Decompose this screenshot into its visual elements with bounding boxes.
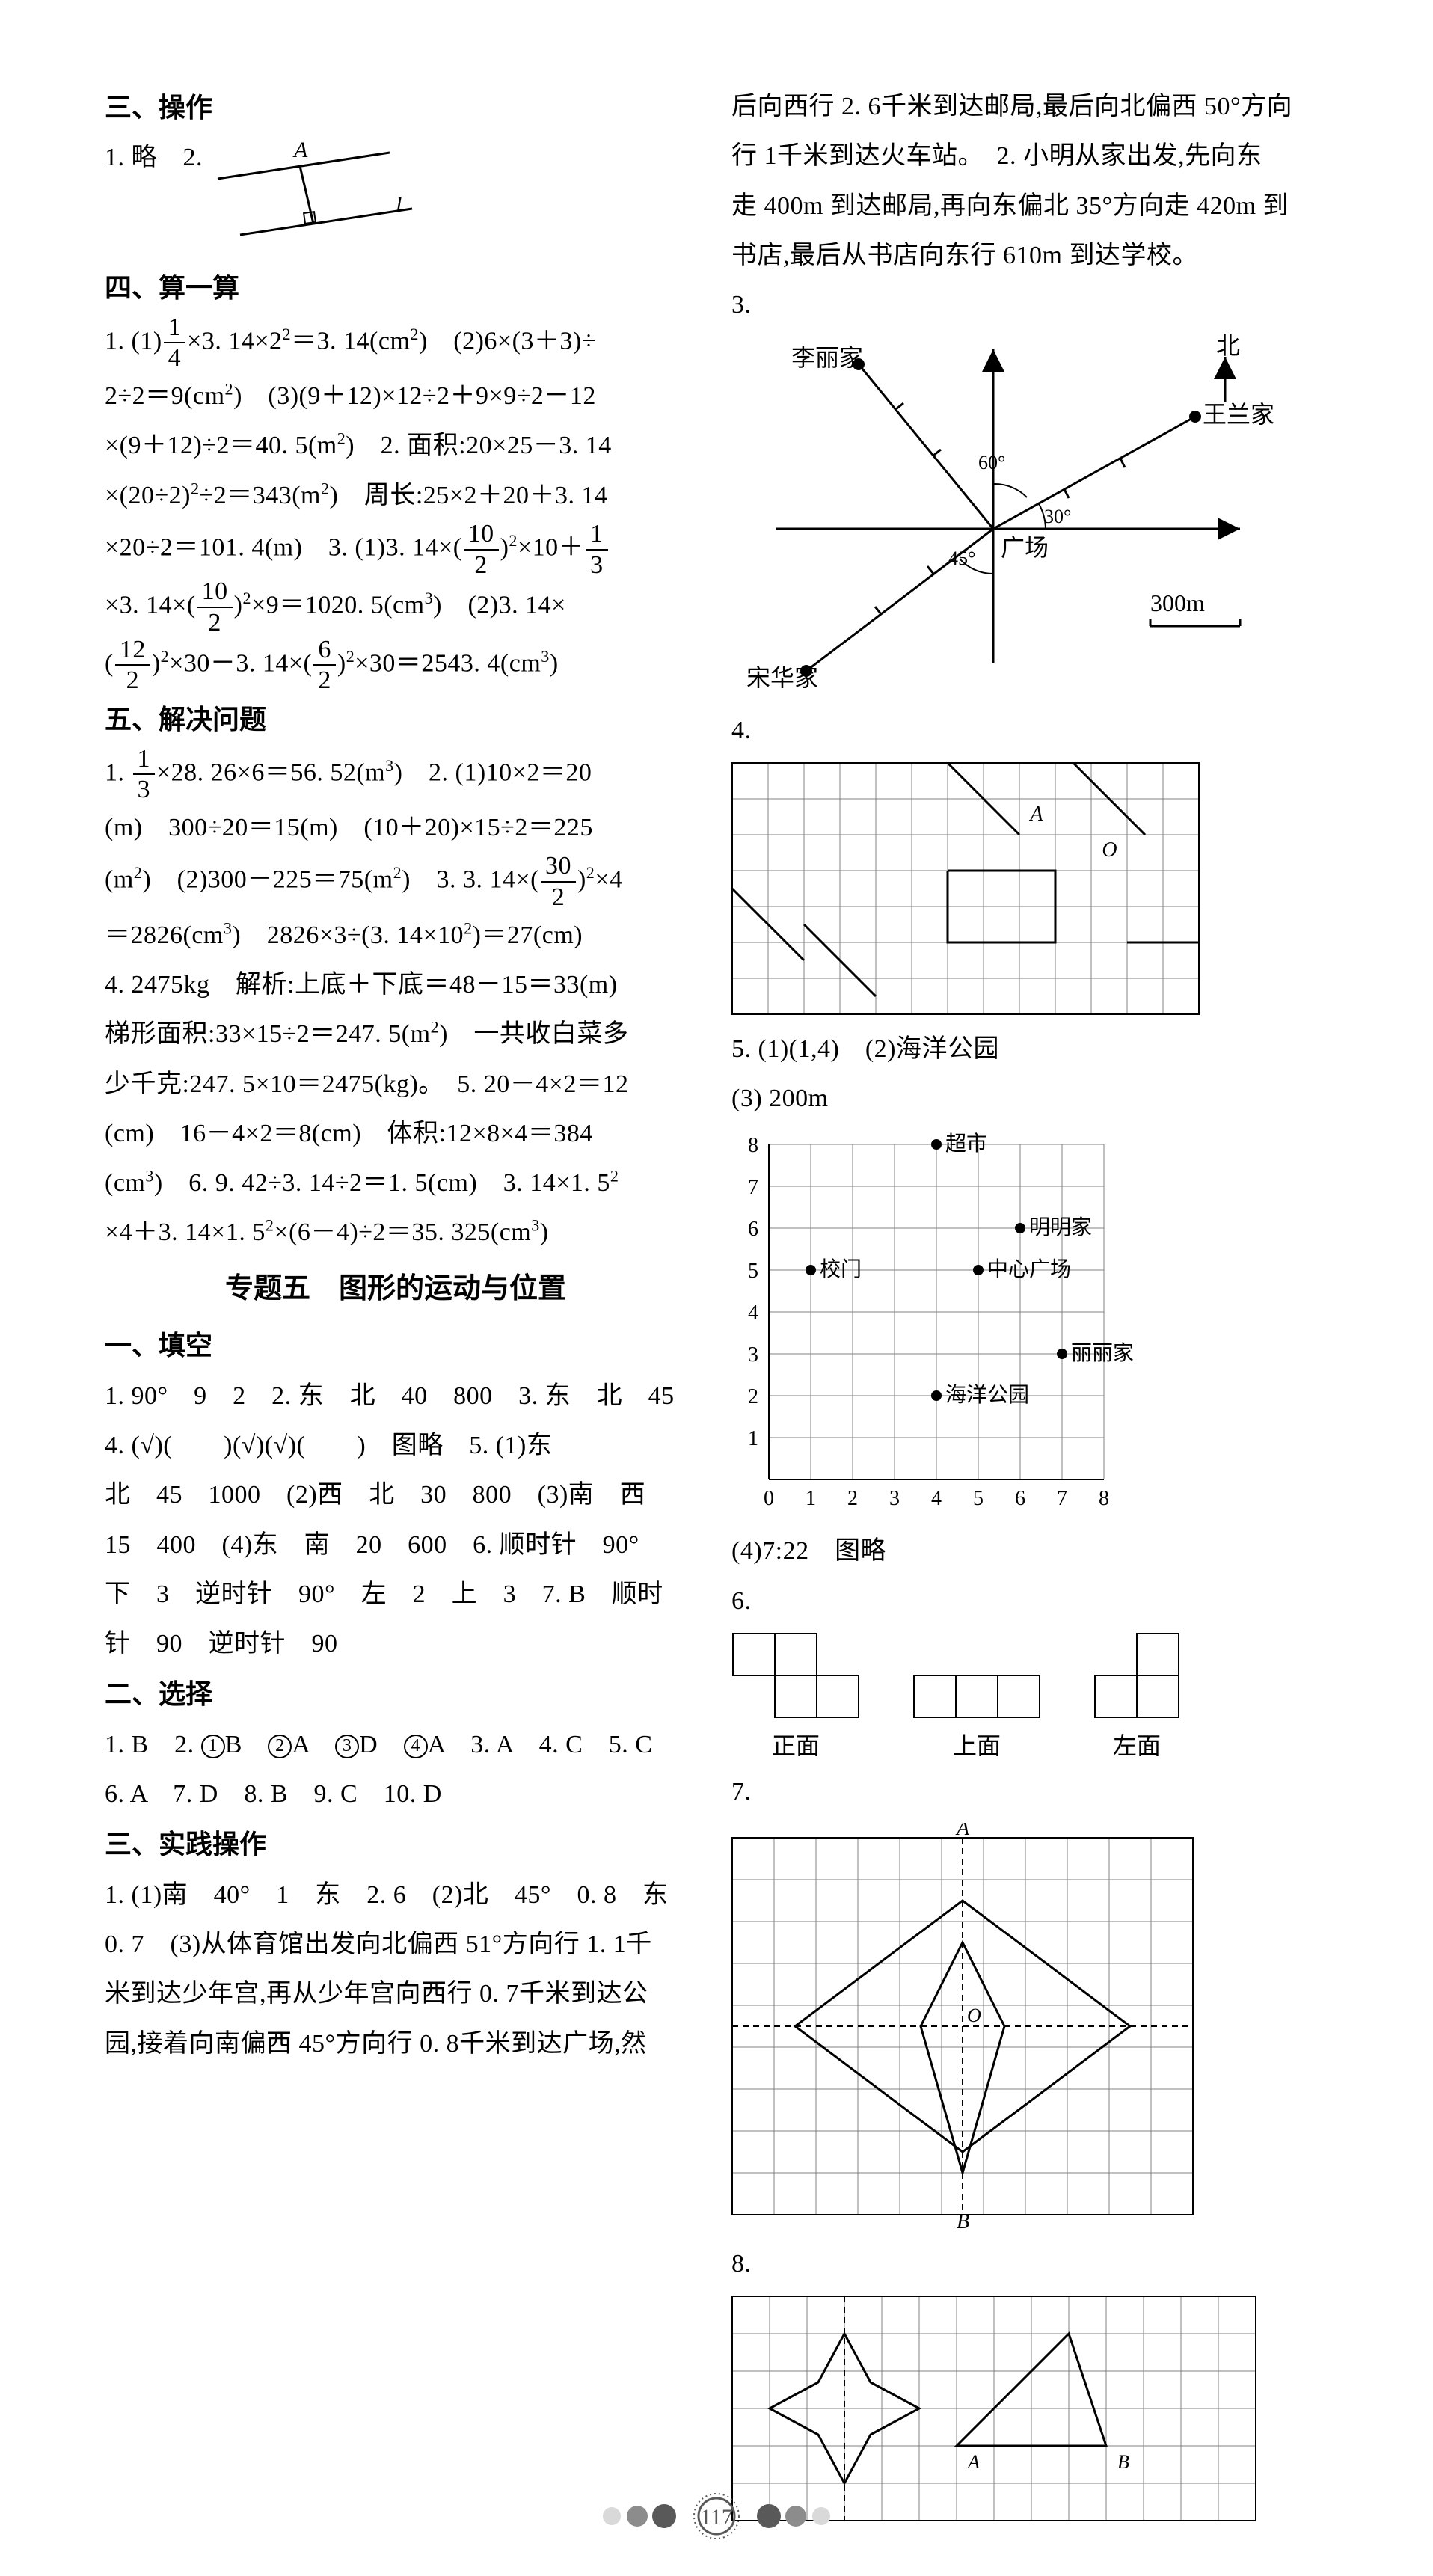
symmetry-grid-7: A B O bbox=[731, 1823, 1328, 2233]
q8-label: 8. bbox=[731, 2239, 1328, 2289]
section-5-body: 1. 13×28. 26×6＝56. 52(m3) 2. (1)10×2＝20(… bbox=[105, 746, 687, 1258]
svg-text:广场: 广场 bbox=[1001, 534, 1049, 561]
parallel-lines-diagram: A l bbox=[203, 138, 427, 254]
svg-text:北: 北 bbox=[1216, 334, 1240, 359]
choice-body: 1. B 2. 1B 2A 3D 4A 3. A 4. C 5. C6. A 7… bbox=[105, 1720, 687, 1820]
svg-text:4: 4 bbox=[931, 1487, 942, 1510]
fill-body: 1. 90° 9 2 2. 东 北 40 800 3. 东 北 454. (√)… bbox=[105, 1372, 687, 1669]
section-5-title: 五、解决问题 bbox=[105, 694, 687, 745]
svg-text:A: A bbox=[966, 2451, 980, 2473]
section-4-title: 四、算一算 bbox=[105, 263, 687, 313]
section-3-title: 三、操作 bbox=[105, 82, 687, 133]
section-4-body: 1. (1)14×3. 14×22＝3. 14(cm2) (2)6×(3＋3)÷… bbox=[105, 314, 687, 694]
svg-text:2: 2 bbox=[748, 1385, 758, 1408]
q7-label: 7. bbox=[731, 1767, 1328, 1817]
coordinate-grid-5: 0 1 2 3 4 5 6 7 8 1 2 3 4 5 6 7 8 超市明明家校门 中心广场丽丽家海洋公园 bbox=[731, 1129, 1328, 1521]
svg-text:6: 6 bbox=[1015, 1487, 1025, 1510]
grid-diagram-4: AO bbox=[731, 762, 1328, 1019]
svg-text:3: 3 bbox=[748, 1343, 758, 1367]
op-body: 1. (1)南 40° 1 东 2. 6 (2)北 45° 0. 8 东0. 7… bbox=[105, 1871, 687, 2069]
svg-text:B: B bbox=[1117, 2451, 1129, 2473]
svg-text:O: O bbox=[967, 2005, 981, 2026]
svg-text:O: O bbox=[1102, 838, 1117, 862]
svg-text:4: 4 bbox=[748, 1301, 758, 1325]
svg-text:1: 1 bbox=[806, 1487, 816, 1510]
svg-text:李丽家: 李丽家 bbox=[791, 344, 863, 371]
q5-label: 5. (1)(1,4) (2)海洋公园 bbox=[731, 1025, 1328, 1074]
svg-text:l: l bbox=[396, 193, 402, 218]
svg-text:A: A bbox=[292, 138, 308, 162]
three-views-6: 正面上面左面 bbox=[731, 1632, 1328, 1761]
svg-text:3: 3 bbox=[889, 1487, 900, 1510]
svg-text:5: 5 bbox=[973, 1487, 984, 1510]
q6-label: 6. bbox=[731, 1577, 1328, 1626]
svg-text:7: 7 bbox=[1057, 1487, 1067, 1510]
svg-text:宋华家: 宋华家 bbox=[746, 664, 818, 691]
compass-diagram: 李丽家 王兰家 宋华家 60° 30° 45° 广场 bbox=[731, 334, 1328, 697]
topic5-title: 专题五 图形的运动与位置 bbox=[105, 1258, 687, 1321]
svg-text:明明家: 明明家 bbox=[1029, 1215, 1092, 1239]
svg-text:5: 5 bbox=[748, 1260, 758, 1283]
right-column: 后向西行 2. 6千米到达邮局,最后向北偏西 50°方向行 1千米到达火车站。 … bbox=[731, 82, 1328, 2531]
choice-title: 二、选择 bbox=[105, 1669, 687, 1720]
svg-text:王兰家: 王兰家 bbox=[1203, 401, 1274, 428]
svg-text:中心广场: 中心广场 bbox=[987, 1257, 1071, 1281]
fill-title: 一、填空 bbox=[105, 1320, 687, 1371]
page-footer: 117 bbox=[0, 2490, 1433, 2546]
svg-text:2: 2 bbox=[847, 1487, 858, 1510]
svg-text:117: 117 bbox=[700, 2505, 733, 2530]
svg-text:30°: 30° bbox=[1044, 506, 1071, 527]
svg-text:8: 8 bbox=[748, 1134, 758, 1157]
q4-label: 4. bbox=[731, 706, 1328, 755]
svg-text:校门: 校门 bbox=[820, 1257, 862, 1281]
svg-text:1: 1 bbox=[748, 1427, 758, 1450]
q5-4: (4)7:22 图略 bbox=[731, 1527, 1328, 1576]
svg-text:海洋公园: 海洋公园 bbox=[945, 1383, 1029, 1407]
left-column: 三、操作 1. 略 2. A l 四、算一算 1. (1)14×3. 14×22… bbox=[105, 82, 687, 2531]
svg-text:60°: 60° bbox=[978, 452, 1005, 473]
svg-text:300m: 300m bbox=[1150, 589, 1205, 616]
svg-text:6: 6 bbox=[748, 1218, 758, 1241]
svg-text:0: 0 bbox=[764, 1487, 774, 1510]
svg-text:45°: 45° bbox=[948, 548, 975, 569]
s3-line1-prefix: 1. 略 2. bbox=[105, 133, 203, 183]
page-root: 三、操作 1. 略 2. A l 四、算一算 1. (1)14×3. 14×22… bbox=[0, 0, 1433, 2576]
q3-label: 3. bbox=[731, 280, 1328, 330]
right-header-body: 后向西行 2. 6千米到达邮局,最后向北偏西 50°方向行 1千米到达火车站。 … bbox=[731, 82, 1328, 280]
op-title: 三、实践操作 bbox=[105, 1819, 687, 1870]
svg-text:超市: 超市 bbox=[945, 1132, 987, 1156]
svg-text:A: A bbox=[955, 1823, 970, 1840]
svg-text:8: 8 bbox=[1099, 1487, 1109, 1510]
svg-text:A: A bbox=[1028, 803, 1043, 826]
svg-text:丽丽家: 丽丽家 bbox=[1071, 1341, 1134, 1365]
svg-text:7: 7 bbox=[748, 1176, 758, 1199]
q5-sub: (3) 200m bbox=[731, 1074, 1328, 1123]
svg-text:B: B bbox=[957, 2210, 969, 2230]
